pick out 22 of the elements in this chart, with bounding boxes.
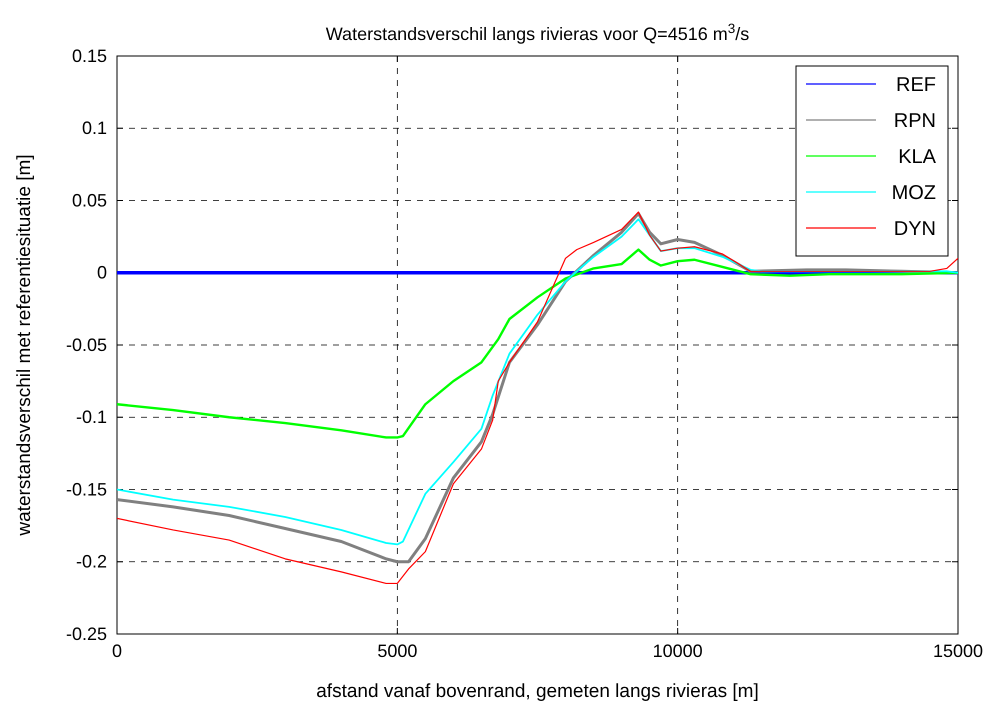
x-tick-label: 0 bbox=[112, 640, 122, 661]
y-tick-label: -0.1 bbox=[76, 407, 107, 428]
y-tick-label: 0 bbox=[96, 262, 107, 283]
legend-label: RPN bbox=[894, 110, 936, 132]
line-series bbox=[117, 248, 958, 439]
y-tick-label: 0.05 bbox=[72, 190, 107, 210]
x-tick-label: 15000 bbox=[932, 640, 984, 661]
y-tick-label: 0.1 bbox=[82, 118, 107, 138]
legend-label: REF bbox=[896, 74, 936, 96]
x-axis-title: afstand vanaf bovenrand, gemeten langs rivieras [m] bbox=[316, 681, 759, 702]
legend-label: DYN bbox=[894, 218, 936, 240]
y-tick-label: -0.2 bbox=[76, 552, 107, 572]
x-tick-label: 5000 bbox=[377, 640, 418, 661]
legend-label: MOZ bbox=[892, 182, 936, 204]
y-tick-label: -0.05 bbox=[66, 334, 107, 355]
legend-label: KLA bbox=[898, 146, 937, 168]
x-tick-label: 10000 bbox=[652, 640, 703, 661]
chart-title: Waterstandsverschil langs rivieras voor Q=4516 m$^{3}$/s bbox=[326, 20, 750, 44]
y-tick-label: -0.15 bbox=[66, 479, 107, 500]
y-tick-label: 0.15 bbox=[72, 46, 107, 66]
y-axis-title: waterstandsverschil met referentiesituatie [m] bbox=[14, 154, 35, 537]
y-tick-label: -0.25 bbox=[66, 624, 107, 644]
